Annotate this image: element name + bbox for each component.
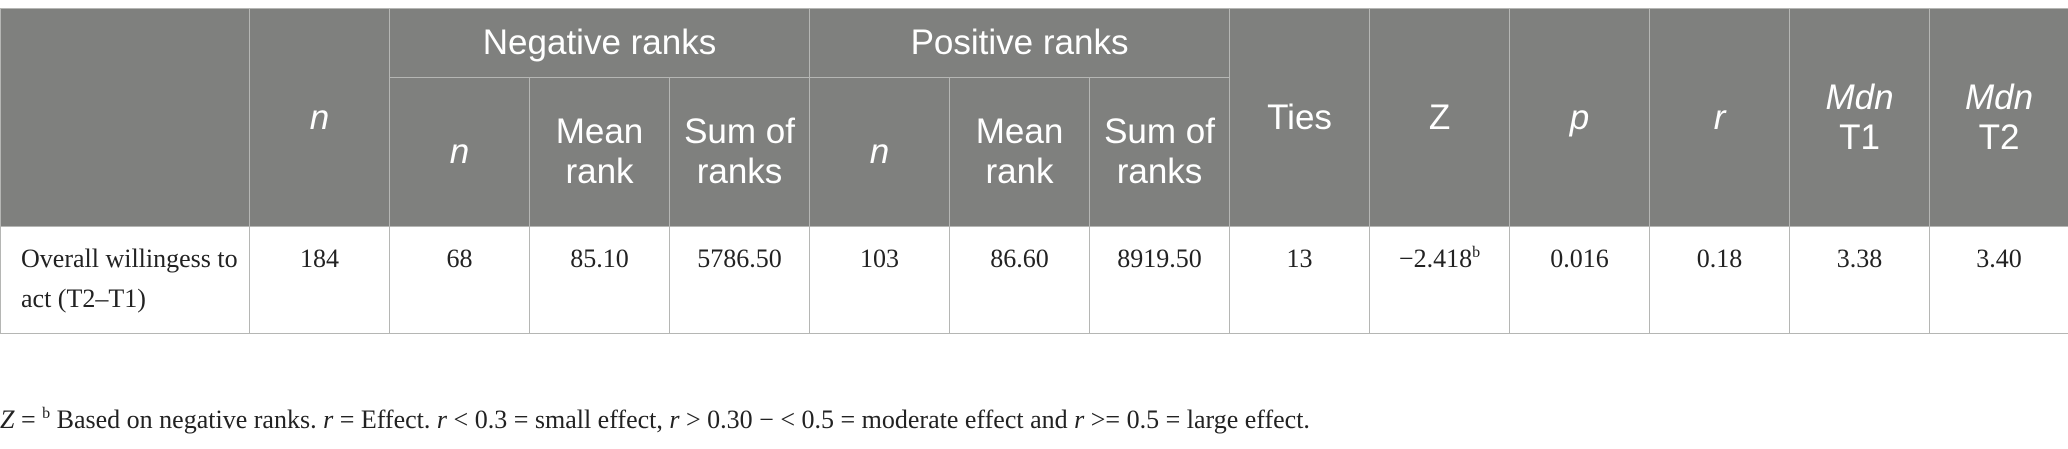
header-row-2: n Mean rank Sum of ranks n Mean rank Sum… (1, 77, 2068, 227)
header-ties: Ties (1229, 8, 1371, 227)
cell-pos-n: 103 (809, 226, 951, 334)
wilcoxon-results-table: n Negative ranks Positive ranks Ties Z p… (0, 8, 2068, 334)
note-text-3: < 0.3 = small effect, (447, 405, 670, 434)
cell-pos-mean-rank: 86.60 (949, 226, 1091, 334)
header-n: n (249, 8, 390, 227)
note-text-4: > 0.30 − < 0.5 = moderate effect and (679, 405, 1075, 434)
header-pos-sum-of-ranks: Sum of ranks (1089, 77, 1231, 227)
header-neg-mean-rank: Mean rank (529, 77, 670, 227)
cell-mdn-t2: 3.40 (1929, 226, 2068, 334)
note-text-5: >= 0.5 = large effect. (1084, 405, 1310, 434)
cell-pos-sum-of-ranks: 8919.50 (1089, 226, 1231, 334)
header-mdn-t1: Mdn T1 (1789, 8, 1931, 227)
cell-mdn-t1: 3.38 (1789, 226, 1931, 334)
note-sup-b: b (42, 405, 51, 422)
results-table-container: n Negative ranks Positive ranks Ties Z p… (0, 8, 2068, 334)
cell-ties: 13 (1229, 226, 1371, 334)
note-r-1: r (323, 405, 334, 434)
header-mdn-t2-rest: T2 (1978, 117, 2020, 157)
note-text-1: Based on negative ranks. (50, 405, 324, 434)
cell-neg-n: 68 (389, 226, 530, 334)
header-neg-n: n (389, 77, 530, 227)
header-mdn-t2: Mdn T2 (1929, 8, 2068, 227)
header-p: p (1509, 8, 1651, 227)
cell-n: 184 (249, 226, 390, 334)
cell-z: −2.418b (1369, 226, 1511, 334)
header-negative-ranks: Negative ranks (388, 8, 811, 78)
header-mdn-t1-italic: Mdn (1825, 77, 1894, 117)
table-row: Overall willingess to act (T2–T1) 184 68… (0, 226, 2068, 334)
note-r-2: r (436, 405, 448, 434)
cell-z-superscript: b (1472, 244, 1481, 261)
note-text-2: = Effect. (333, 405, 437, 434)
note-r-4: r (1074, 405, 1085, 434)
cell-r: 0.18 (1649, 226, 1791, 334)
note-z-var: Z (0, 405, 15, 434)
header-pos-n: n (809, 77, 951, 227)
header-mdn-t2-italic: Mdn (1964, 77, 2034, 117)
row-label: Overall willingess to act (T2–T1) (0, 226, 250, 334)
cell-p: 0.016 (1509, 226, 1651, 334)
header-z: Z (1369, 8, 1511, 227)
note-r-3: r (669, 405, 680, 434)
cell-neg-sum-of-ranks: 5786.50 (668, 226, 811, 334)
header-neg-sum-of-ranks: Sum of ranks (668, 77, 811, 227)
header-positive-ranks: Positive ranks (809, 8, 1231, 78)
note-eq1: = (14, 405, 43, 434)
header-blank-cell (0, 8, 250, 227)
header-row-1: n Negative ranks Positive ranks Ties Z p… (0, 8, 2068, 227)
header-mdn-t1-rest: T1 (1839, 117, 1880, 157)
table-footnote: Z = b Based on negative ranks. r = Effec… (0, 405, 1310, 435)
header-pos-mean-rank: Mean rank (949, 77, 1091, 227)
cell-neg-mean-rank: 85.10 (529, 226, 670, 334)
header-r: r (1649, 8, 1791, 227)
cell-z-value: −2.418 (1398, 244, 1473, 273)
